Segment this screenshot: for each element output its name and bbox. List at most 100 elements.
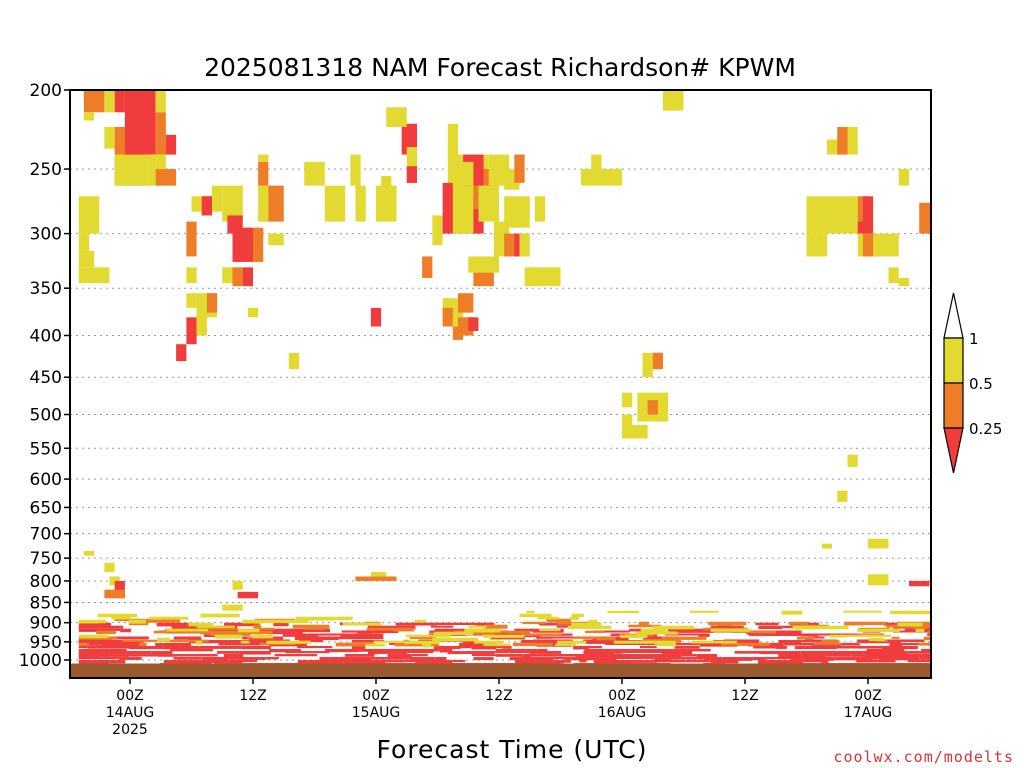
ri-cell: [529, 267, 561, 287]
ri-stripe: [635, 631, 678, 635]
ri-stripe: [109, 660, 126, 664]
x-tick-label: 12Z: [731, 688, 758, 704]
ri-stripe: [78, 628, 99, 632]
ri-cell: [237, 591, 259, 599]
ri-stripe: [948, 660, 993, 663]
ri-stripe: [763, 633, 801, 637]
ri-stripe: [863, 651, 888, 655]
ri-stripe: [622, 651, 662, 654]
ri-stripe: [97, 613, 137, 618]
ri-stripe: [734, 642, 771, 646]
ri-stripe: [669, 657, 704, 660]
ri-stripe: [447, 651, 462, 655]
ri-stripe: [394, 642, 440, 647]
plot-border: [69, 89, 932, 679]
ri-cell: [232, 580, 243, 590]
ri-stripe: [864, 654, 900, 658]
ri-stripe: [297, 660, 331, 664]
ri-stripe: [665, 633, 699, 636]
ri-stripe: [608, 654, 649, 658]
ri-stripe: [200, 630, 242, 635]
ri-stripe: [897, 622, 923, 627]
ri-stripe: [365, 643, 385, 647]
ri-stripe: [294, 636, 314, 641]
ri-stripe: [592, 630, 630, 633]
y-tick-label: 1000: [19, 651, 62, 671]
ri-cell: [350, 154, 361, 186]
ri-cell: [114, 154, 146, 186]
ri-stripe: [536, 636, 554, 639]
x-tick-label: 15AUG: [352, 705, 401, 721]
ri-stripe: [619, 633, 630, 636]
ri-stripe: [567, 625, 612, 629]
ri-stripe: [919, 657, 931, 660]
ri-stripe: [928, 624, 931, 628]
ri-stripe: [522, 633, 562, 636]
ri-stripe: [792, 625, 817, 630]
ri-stripe: [521, 639, 543, 644]
ri-cell: [422, 256, 433, 278]
ri-stripe: [471, 645, 497, 650]
ri-stripe: [935, 663, 972, 667]
ri-cell: [591, 154, 602, 170]
ri-stripe: [800, 651, 828, 655]
ri-stripe: [153, 630, 166, 634]
ri-stripe: [324, 648, 359, 653]
y-tick-label: 650: [30, 498, 62, 518]
ri-stripe: [151, 651, 173, 655]
ri-cell: [355, 576, 397, 581]
y-tick-label: 750: [30, 549, 62, 569]
ri-cell: [519, 233, 530, 257]
ri-stripe: [667, 628, 713, 632]
ri-cell: [862, 233, 874, 257]
y-axis-ticks: 200 250 300 350 400 450 500 550 600 650 700 750 8008…: [19, 81, 70, 671]
ri-cell: [247, 307, 259, 318]
ri-stripe: [678, 648, 711, 652]
colorbar-bottom-arrow: [943, 427, 964, 474]
ri-stripe: [495, 648, 527, 652]
ri-stripe: [613, 640, 655, 644]
ri-stripe: [628, 624, 662, 628]
ri-stripe: [569, 616, 580, 620]
ri-stripe: [537, 616, 559, 620]
ri-stripe: [775, 645, 787, 649]
y-tick-label: 300: [30, 225, 62, 245]
ri-stripe: [494, 630, 531, 634]
ri-cell: [452, 161, 474, 186]
ri-cell: [821, 543, 833, 549]
ri-stripe: [724, 660, 739, 664]
ri-stripe: [254, 627, 275, 630]
ri-stripe: [242, 619, 254, 624]
ri-stripe: [584, 639, 612, 644]
ri-stripe: [78, 645, 88, 649]
plot-frame: [69, 89, 932, 679]
ri-stripe: [87, 645, 129, 649]
ri-stripe: [434, 657, 447, 661]
ri-stripe: [681, 654, 697, 657]
ri-stripe: [100, 642, 140, 647]
ri-cell: [442, 307, 453, 327]
ri-cell: [99, 267, 110, 284]
ri-stripe: [114, 618, 138, 622]
ri-stripe: [338, 636, 384, 640]
ri-stripe: [373, 640, 405, 643]
ri-stripe: [889, 642, 903, 647]
ri-stripe: [78, 636, 118, 640]
ri-stripe: [923, 636, 931, 641]
ri-stripe: [657, 643, 677, 647]
ri-stripe: [892, 630, 919, 633]
credit-link[interactable]: coolwx.com/modelts: [833, 748, 1014, 766]
ri-cell: [232, 227, 253, 262]
ri-stripe: [377, 625, 416, 630]
ri-stripe: [685, 660, 711, 663]
ri-stripe: [531, 654, 576, 657]
ri-stripe: [366, 627, 394, 631]
ri-stripe: [407, 660, 416, 663]
ri-stripe: [857, 628, 900, 632]
ri-stripe: [710, 625, 744, 629]
ri-stripe: [177, 660, 212, 664]
ri-cell: [83, 90, 105, 113]
ri-stripe: [834, 657, 873, 661]
ri-stripe: [553, 657, 564, 660]
ri-stripe: [218, 642, 260, 646]
